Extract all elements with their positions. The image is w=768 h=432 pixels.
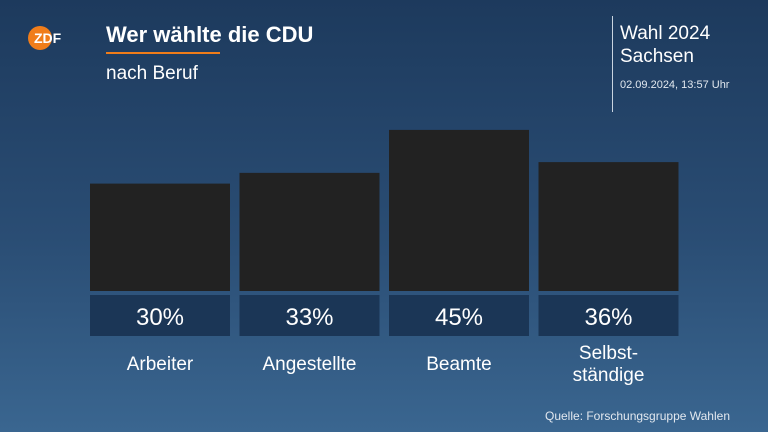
election-region: Sachsen xyxy=(620,46,694,67)
logo-text: ZDF xyxy=(34,30,62,46)
value-label-1: 30% xyxy=(136,304,184,331)
title-underline xyxy=(106,52,220,54)
value-box-3 xyxy=(389,295,529,336)
value-box-1 xyxy=(90,295,230,336)
value-box-4 xyxy=(538,295,679,336)
category-label-2: Angestellte xyxy=(262,354,356,375)
header-divider xyxy=(612,16,613,112)
chart-title: Wer wählte die CDU xyxy=(106,22,314,47)
bar-1 xyxy=(90,183,230,291)
bar-4 xyxy=(538,162,679,291)
category-label-3: Beamte xyxy=(426,354,491,375)
timestamp: 02.09.2024, 13:57 Uhr xyxy=(620,79,730,91)
value-label-3: 45% xyxy=(435,304,483,331)
value-label-4: 36% xyxy=(584,304,632,331)
bar-3 xyxy=(389,129,529,291)
election-info: Wahl 2024 Sachsen xyxy=(620,22,710,68)
zdf-logo: ZDF xyxy=(28,26,62,50)
category-label-1: Arbeiter xyxy=(127,354,194,375)
chart-subtitle: nach Beruf xyxy=(106,63,198,84)
value-label-2: 33% xyxy=(285,304,333,331)
value-box-2 xyxy=(239,295,380,336)
bar-2 xyxy=(239,172,380,291)
source-note: Quelle: Forschungsgruppe Wahlen xyxy=(545,409,730,423)
election-name: Wahl 2024 xyxy=(620,23,711,44)
category-label-4: Selbst-ständige xyxy=(573,343,645,386)
